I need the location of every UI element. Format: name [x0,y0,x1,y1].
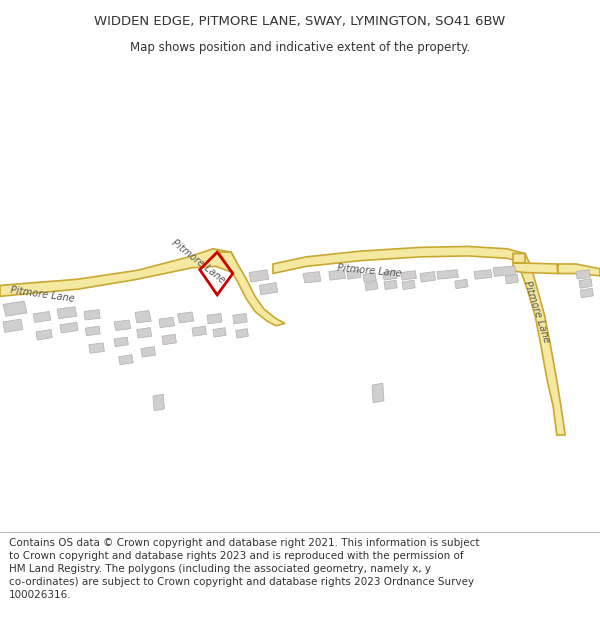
Polygon shape [85,326,100,336]
Polygon shape [249,270,269,282]
Polygon shape [114,337,128,347]
Polygon shape [213,328,226,337]
Polygon shape [384,280,397,289]
Polygon shape [219,252,285,326]
Polygon shape [372,383,384,402]
Polygon shape [329,270,346,280]
Text: Pitmore Lane: Pitmore Lane [169,238,227,286]
Polygon shape [558,264,600,276]
Polygon shape [159,318,175,328]
Polygon shape [513,254,558,274]
Text: Pitmore Lane: Pitmore Lane [10,286,74,304]
Polygon shape [60,322,78,333]
Polygon shape [455,279,468,289]
Polygon shape [3,301,27,316]
Polygon shape [259,282,278,295]
Polygon shape [153,394,164,411]
Text: WIDDEN EDGE, PITMORE LANE, SWAY, LYMINGTON, SO41 6BW: WIDDEN EDGE, PITMORE LANE, SWAY, LYMINGT… [94,16,506,28]
Polygon shape [162,334,176,345]
Polygon shape [3,319,23,332]
Polygon shape [89,343,104,353]
Polygon shape [135,311,151,323]
Polygon shape [505,274,518,284]
Polygon shape [420,272,436,282]
Polygon shape [347,270,361,279]
Polygon shape [236,329,248,338]
Text: Map shows position and indicative extent of the property.: Map shows position and indicative extent… [130,41,470,54]
Polygon shape [114,320,131,331]
Polygon shape [0,249,237,296]
Polygon shape [84,309,100,320]
Polygon shape [57,307,77,319]
Polygon shape [137,328,152,338]
Polygon shape [579,279,592,288]
Polygon shape [365,281,378,291]
Polygon shape [513,254,565,435]
Polygon shape [576,270,590,279]
Polygon shape [474,270,492,279]
Polygon shape [178,312,194,323]
Polygon shape [207,313,222,324]
Polygon shape [383,271,397,280]
Polygon shape [36,329,52,340]
Polygon shape [233,313,247,324]
Polygon shape [273,246,525,274]
Polygon shape [580,288,593,298]
Polygon shape [493,266,516,276]
Polygon shape [119,355,133,365]
Polygon shape [33,311,51,322]
Text: Contains OS data © Crown copyright and database right 2021. This information is : Contains OS data © Crown copyright and d… [9,538,479,601]
Polygon shape [437,270,458,279]
Text: Pitmore Lane: Pitmore Lane [522,279,552,344]
Polygon shape [192,326,206,336]
Polygon shape [363,272,376,282]
Text: Pitmore Lane: Pitmore Lane [337,263,401,279]
Polygon shape [141,347,155,357]
Polygon shape [402,280,415,289]
Polygon shape [401,271,416,280]
Polygon shape [303,272,321,283]
